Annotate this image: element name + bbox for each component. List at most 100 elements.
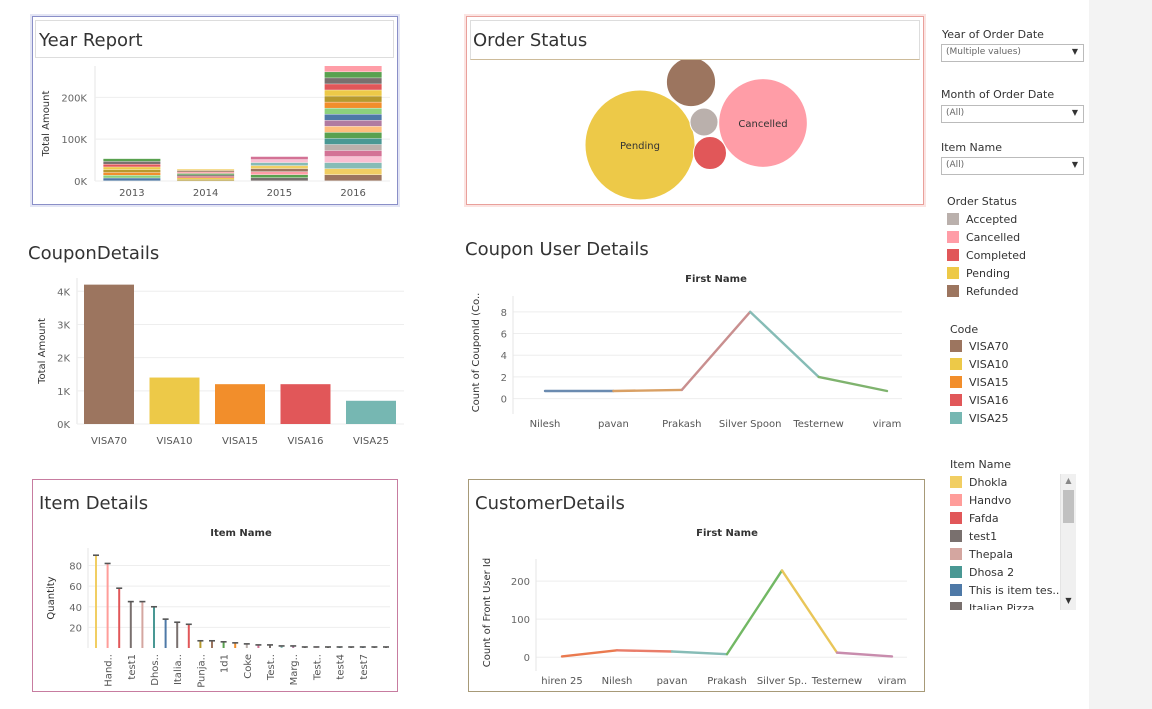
bar-segment: [103, 158, 161, 162]
legend-label: Dhosa 2: [969, 566, 1015, 579]
filter-year-value: (Multiple values): [946, 47, 1021, 57]
bubble-accepted: [689, 107, 719, 137]
filter-month-label: Month of Order Date: [941, 88, 1055, 101]
x-tick-label: VISA25: [353, 436, 389, 447]
legend-swatch: [950, 512, 962, 524]
legend-item[interactable]: Dhosa 2: [950, 566, 1014, 580]
legend-item[interactable]: Handvo: [950, 494, 1011, 508]
x-tick-label: test7: [359, 654, 370, 680]
x-tick-label: Testernew: [811, 676, 862, 687]
bar-segment: [324, 102, 382, 108]
bar-segment: [250, 174, 308, 178]
bar-segment: [324, 138, 382, 145]
legend-swatch: [947, 285, 959, 297]
legend-item[interactable]: Pending: [947, 267, 1010, 281]
bar-segment: [250, 156, 308, 160]
bar-segment: [177, 175, 235, 177]
legend-item[interactable]: VISA25: [950, 412, 1008, 426]
filter-item-dropdown[interactable]: (All) ▼: [941, 157, 1084, 175]
year-report-panel: [32, 16, 398, 205]
order-status-chart: Pending Cancelled: [584, 60, 808, 201]
bar-segment: [103, 172, 161, 176]
legend-item[interactable]: This is item tes...: [950, 584, 1062, 598]
bar: [215, 384, 265, 424]
legend-label: VISA15: [969, 376, 1009, 389]
line-segment: [615, 649, 674, 653]
x-tick-label: 2015: [267, 188, 292, 199]
y-tick-label: 8: [501, 308, 507, 319]
legend-item[interactable]: Completed: [947, 249, 1026, 263]
bar-segment: [103, 175, 161, 178]
legend-swatch: [950, 394, 962, 406]
legend-item[interactable]: VISA10: [950, 358, 1008, 372]
legend-item[interactable]: Fafda: [950, 512, 999, 526]
x-tick-label: viram: [873, 419, 902, 430]
y-tick-label: 2K: [57, 354, 70, 365]
bar-segment: [324, 150, 382, 157]
year-report-title-box: [35, 20, 394, 58]
filter-year-dropdown[interactable]: (Multiple values) ▼: [941, 44, 1084, 62]
filter-month-dropdown[interactable]: (All) ▼: [941, 105, 1084, 123]
legend-swatch: [950, 566, 962, 578]
legend-swatch: [950, 476, 962, 488]
legend-item[interactable]: VISA16: [950, 394, 1008, 408]
bar-segment: [250, 168, 308, 172]
legend-item-name-list[interactable]: Dhokla Handvo Fafda test1 Thepala Dhosa 2 This…: [950, 474, 1062, 610]
x-axis-title: Item Name: [210, 528, 272, 539]
legend-order-status-title: Order Status: [947, 195, 1017, 208]
bar-segment: [103, 167, 161, 170]
bar-segment: [324, 168, 382, 175]
bar-segment: [177, 179, 235, 181]
legend-item[interactable]: Dhokla: [950, 476, 1007, 490]
line-segment: [560, 649, 619, 658]
y-tick-label: 200K: [61, 93, 87, 104]
bar-segment: [324, 78, 382, 84]
scroll-thumb[interactable]: [1063, 490, 1074, 523]
y-tick-label: 0K: [74, 177, 87, 188]
x-tick-label: Marg..: [289, 654, 300, 685]
legend-swatch: [947, 267, 959, 279]
y-tick-label: 20: [69, 623, 82, 634]
y-tick-label: 6: [501, 330, 507, 341]
legend-item[interactable]: VISA70: [950, 340, 1008, 354]
line-segment: [749, 310, 820, 379]
legend-label: Accepted: [966, 213, 1018, 226]
y-axis-label: Total Amount: [37, 318, 48, 385]
legend-item[interactable]: VISA15: [950, 376, 1008, 390]
legend-swatch: [947, 231, 959, 243]
bar-segment: [103, 161, 161, 164]
x-tick-label: Punja..: [196, 654, 207, 688]
legend-item[interactable]: Accepted: [947, 213, 1017, 227]
y-axis-label: Quantity: [46, 576, 57, 619]
legend-item[interactable]: Italian Pizza: [950, 602, 1034, 610]
scroll-down-icon[interactable]: ▼: [1065, 596, 1072, 605]
legend-label: This is item tes...: [969, 584, 1062, 597]
bar: [149, 377, 200, 424]
legend-swatch: [950, 494, 962, 506]
x-tick-label: Nilesh: [530, 419, 561, 430]
legend-item-name-title: Item Name: [950, 458, 1011, 471]
legend-item[interactable]: Thepala: [950, 548, 1013, 562]
legend-item[interactable]: Refunded: [947, 285, 1018, 299]
x-tick-label: VISA16: [288, 436, 324, 447]
x-tick-label: VISA70: [91, 436, 127, 447]
bubble-label: Pending: [620, 141, 660, 152]
x-tick-label: Silver Sp..: [757, 676, 807, 687]
coupon-user-details-title: Coupon User Details: [465, 239, 649, 260]
x-tick-label: Test..: [312, 654, 323, 681]
y-tick-label: 80: [69, 562, 82, 573]
bar-segment: [324, 120, 382, 127]
legend-item[interactable]: test1: [950, 530, 997, 544]
legend-item[interactable]: Cancelled: [947, 231, 1020, 245]
y-axis-label: Count of CouponId (Co..: [471, 293, 482, 413]
legend-swatch: [950, 548, 962, 560]
legend-scrollbar[interactable]: ▲ ▼: [1060, 474, 1076, 610]
scroll-up-icon[interactable]: ▲: [1065, 476, 1072, 485]
item-details-title: Item Details: [39, 493, 149, 514]
bar-segment: [250, 162, 308, 166]
bar-segment: [324, 144, 382, 151]
y-tick-label: 1K: [57, 387, 70, 398]
bubble-label: Cancelled: [738, 119, 787, 130]
chevron-down-icon: ▼: [1071, 160, 1078, 169]
filter-item-value: (All): [946, 160, 965, 170]
